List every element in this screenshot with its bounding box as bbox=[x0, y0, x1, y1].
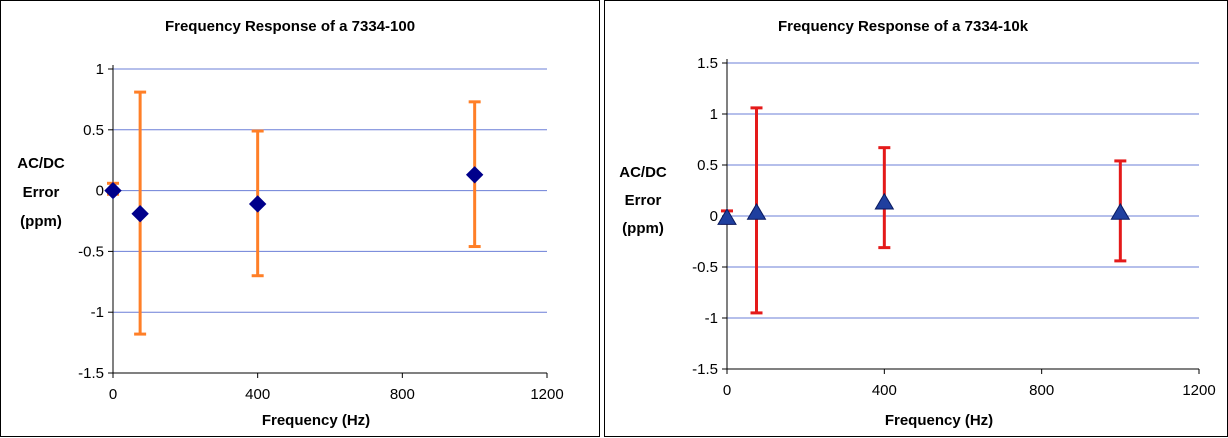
x-tick-label: 800 bbox=[390, 386, 415, 403]
chart-svg: Frequency Response of a 7334-100 -1.5-1-… bbox=[17, 18, 564, 429]
chart-svg: Frequency Response of a 7334-10k -1.5-1-… bbox=[619, 18, 1216, 429]
data-point-marker bbox=[248, 195, 267, 213]
x-axis-label: Frequency (Hz) bbox=[262, 412, 370, 429]
y-tick-label: 1 bbox=[96, 61, 104, 78]
x-tick-label: 400 bbox=[245, 386, 270, 403]
x-tick-label: 400 bbox=[872, 382, 897, 399]
plot-area: -1.5 -1 -0.5 0 0.5 1 0 400 800 1200 bbox=[78, 61, 564, 403]
y-tick-label: 0 bbox=[710, 208, 718, 225]
y-axis-label-line-3: (ppm) bbox=[622, 220, 664, 237]
y-tick-label: 0 bbox=[96, 183, 104, 200]
x-tick-label: 800 bbox=[1029, 382, 1054, 399]
x-tick-label: 0 bbox=[109, 386, 117, 403]
chart-panel-7334-10k: Frequency Response of a 7334-10k -1.5 -1-… bbox=[604, 0, 1228, 437]
y-tick-label: -1.5 bbox=[78, 365, 104, 382]
data-point-marker bbox=[131, 204, 149, 223]
plot-area: -1.5 -1 -0.5 0 0.5 1 1.5 0 400 800 1200 bbox=[692, 55, 1216, 399]
y-tick-label: -1 bbox=[705, 310, 718, 327]
chart-title: Frequency Response of a 7334-10k bbox=[778, 18, 1029, 35]
y-axis-label-line-1: AC/DC bbox=[17, 155, 65, 172]
y-tick-label: 1.5 bbox=[697, 55, 718, 72]
y-axis-label-line-2: Error bbox=[625, 192, 662, 209]
data-point-marker bbox=[746, 202, 767, 220]
data-point-marker bbox=[874, 192, 895, 210]
y-tick-label: -0.5 bbox=[78, 243, 104, 260]
y-tick-label: 0.5 bbox=[83, 122, 104, 139]
y-axis-label-line-1: AC/DC bbox=[619, 164, 667, 181]
y-tick-label: -1.5 bbox=[692, 361, 718, 378]
data-point-marker bbox=[104, 181, 122, 200]
chart-panel-7334-100: Frequency Response of a 7334-100 -1.5 -1-… bbox=[0, 0, 600, 437]
x-tick-label: 1200 bbox=[1182, 382, 1215, 399]
x-tick-label: 1200 bbox=[530, 386, 563, 403]
chart-title: Frequency Response of a 7334-100 bbox=[165, 18, 415, 35]
y-axis-label-line-2: Error bbox=[23, 184, 60, 201]
y-tick-label: 0.5 bbox=[697, 157, 718, 174]
x-tick-label: 0 bbox=[723, 382, 731, 399]
y-axis-label-line-3: (ppm) bbox=[20, 213, 62, 230]
y-tick-label: 1 bbox=[710, 106, 718, 123]
x-axis-label: Frequency (Hz) bbox=[885, 412, 993, 429]
y-tick-label: -0.5 bbox=[692, 259, 718, 276]
data-point-marker bbox=[465, 166, 484, 184]
data-point-marker bbox=[1110, 202, 1131, 220]
y-tick-label: -1 bbox=[91, 304, 104, 321]
data-point-marker bbox=[717, 208, 737, 225]
